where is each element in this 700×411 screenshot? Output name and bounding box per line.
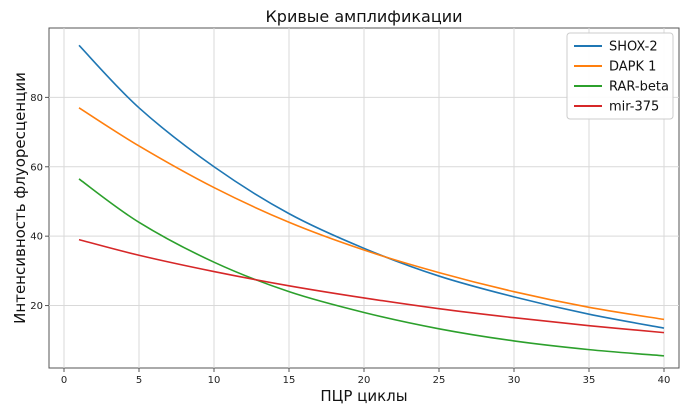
legend: SHOX-2 DAPK 1 RAR-beta mir-375 (566, 32, 674, 120)
legend-box (566, 32, 674, 120)
x-tick-labels: 0 5 10 15 20 25 30 35 40 (61, 368, 671, 386)
series-line-shox-2 (78, 44, 665, 329)
series-line-rar-beta (78, 178, 665, 357)
x-tick-label: 35 (583, 375, 596, 386)
x-axis-title: ПЦР циклы (320, 387, 407, 405)
x-tick-label: 20 (358, 375, 371, 386)
x-tick-label: 40 (658, 375, 671, 386)
x-tick-label: 0 (61, 375, 67, 386)
legend-label-mir-375: mir-375 (609, 100, 659, 115)
y-tick-label: 40 (30, 232, 43, 243)
y-tick-label: 20 (30, 301, 43, 312)
x-tick-label: 30 (508, 375, 521, 386)
legend-label-shox-2: SHOX-2 (609, 40, 658, 55)
x-tick-label: 10 (208, 375, 221, 386)
legend-label-rar-beta: RAR-beta (609, 80, 669, 95)
y-tick-label: 80 (30, 93, 43, 104)
chart-title: Кривые амплификации (265, 7, 462, 26)
y-tick-label: 60 (30, 162, 43, 173)
x-tick-label: 5 (136, 375, 142, 386)
x-tick-label: 25 (433, 375, 446, 386)
y-axis-title: Интенсивность флуоресценции (11, 72, 29, 324)
x-tick-label: 15 (283, 375, 296, 386)
y-tick-labels: 20 40 60 80 (30, 93, 49, 312)
series-line-mir-375 (78, 238, 665, 334)
series-line-dapk-1 (78, 107, 665, 321)
legend-label-dapk-1: DAPK 1 (609, 60, 656, 75)
series-lines (78, 44, 665, 357)
